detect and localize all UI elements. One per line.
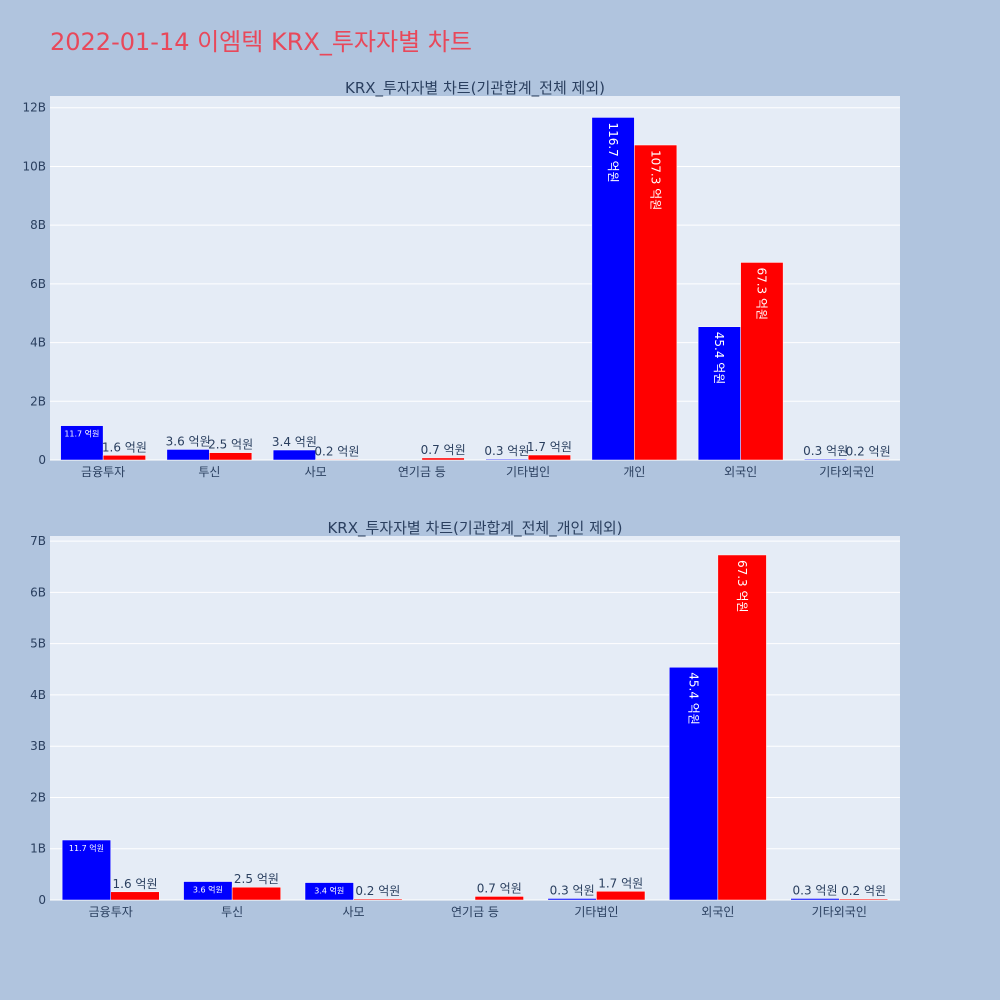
chart-2-ytick-label: 0 (38, 893, 46, 907)
chart-2-ytick-label: 2B (30, 790, 46, 804)
chart-2-data-label: 11.7 억원 (69, 843, 104, 853)
chart-1-data-label: 11.7 억원 (64, 429, 99, 439)
chart-1-ytick-label: 8B (30, 218, 46, 232)
chart-1-ytick-label: 4B (30, 336, 46, 350)
chart-2-xtick-label: 외국인 (701, 905, 734, 919)
chart-2-svg: KRX_투자자별 차트(기관합계_전체_개인 제외) 0 1B 2B 3B 4B 5B 6B 7… (30, 519, 900, 919)
chart-2-data-label: 2.5 억원 (234, 872, 279, 886)
chart-1-xtick-label: 외국인 (724, 465, 757, 479)
chart-2-data-label: 0.3 억원 (793, 883, 838, 897)
chart-2-bar-buy (304, 882, 354, 901)
chart-2-title: KRX_투자자별 차트(기관합계_전체_개인 제외) (327, 519, 622, 538)
chart-2-ytick-label: 3B (30, 739, 46, 753)
chart-2-bar-buy (790, 898, 840, 901)
chart-2-data-label: 3.6 억원 (193, 885, 223, 895)
chart-1-data-label: 2.5 억원 (208, 438, 253, 452)
chart-2-bar-sell (596, 891, 646, 901)
chart-2-ytick-label: 5B (30, 637, 46, 651)
chart-1-bar-buy (166, 449, 210, 461)
chart-1-bar-buy (804, 458, 848, 461)
chart-2-bar-buy (547, 898, 597, 901)
chart-2-data-label: 0.2 억원 (841, 884, 886, 898)
chart-1-bar-sell (740, 262, 784, 461)
chart-1-title: KRX_투자자별 차트(기관합계_전체 제외) (345, 79, 605, 98)
chart-2-data-label: 1.6 억원 (113, 877, 158, 891)
chart-1-xtick-label: 금융투자 (81, 465, 125, 479)
chart-1-xtick-label: 투신 (198, 465, 220, 479)
chart-1-ytick-label: 0 (38, 453, 46, 467)
chart-2-bar-sell (839, 898, 889, 901)
chart-1-ytick-label: 10B (22, 159, 46, 173)
chart-1-data-label: 0.2 억원 (314, 444, 359, 458)
chart-1-bar-buy (697, 326, 741, 461)
chart-individual-excluded: KRX_투자자별 차트(기관합계_전체_개인 제외) 0 1B 2B 3B 4B 5B 6B 7… (0, 510, 1000, 930)
chart-1-ytick-label: 2B (30, 394, 46, 408)
chart-1-bar-sell (209, 452, 253, 461)
chart-2-bar-sell (717, 554, 767, 901)
chart-2-bar-buy (61, 839, 111, 901)
chart-2-data-label: 45.4 억원 (686, 672, 700, 725)
chart-1-data-label: 1.7 억원 (527, 440, 572, 454)
chart-1-ytick-label: 6B (30, 277, 46, 291)
chart-1-data-label: 0.3 억원 (484, 444, 529, 458)
chart-1-bar-sell (421, 457, 465, 461)
chart-2-xtick-label: 사모 (343, 905, 365, 919)
chart-2-xtick-label: 금융투자 (89, 905, 133, 919)
chart-1-data-label: 107.3 억원 (648, 150, 662, 210)
chart-2-data-label: 3.4 억원 (314, 886, 344, 896)
chart-2-bar-sell (110, 891, 160, 901)
chart-1-data-label: 0.3 억원 (803, 444, 848, 458)
chart-1-bar-sell (846, 459, 890, 461)
chart-1-data-label: 67.3 억원 (755, 267, 769, 320)
chart-2-xtick-label: 기타외국인 (812, 905, 867, 919)
chart-1-bar-sell (527, 454, 571, 461)
chart-1-data-label: 0.2 억원 (846, 444, 891, 458)
chart-2-bar-sell (231, 886, 281, 901)
page-title: 2022-01-14 이엠텍 KRX_투자자별 차트 (50, 28, 472, 56)
chart-1-xtick-label: 개인 (623, 465, 645, 479)
chart-1-data-label: 1.6 억원 (102, 440, 147, 454)
chart-2-xtick-label: 연기금 등 (451, 905, 499, 919)
chart-2-bar-sell (353, 898, 403, 901)
chart-1-bar-sell (634, 144, 678, 461)
chart-1-xtick-label: 기타외국인 (819, 465, 874, 479)
chart-2-ytick-label: 6B (30, 585, 46, 599)
chart-1-data-label: 3.6 억원 (166, 434, 211, 448)
chart-2-bar-sell (474, 896, 524, 901)
chart-1-bar-sell (315, 459, 359, 461)
chart-1-xtick-label: 사모 (305, 465, 327, 479)
chart-2-xtick-label: 투신 (221, 905, 243, 919)
chart-2-ytick-label: 7B (30, 534, 46, 548)
chart-1-bar-buy (60, 425, 104, 461)
chart-1-bar-buy (485, 458, 529, 461)
chart-1-bar-sell (102, 455, 146, 461)
chart-1-data-label: 0.7 억원 (421, 443, 466, 457)
chart-2-data-label: 0.7 억원 (477, 881, 522, 895)
chart-1-bar-buy (591, 117, 635, 461)
chart-1-xtick-label: 연기금 등 (398, 465, 446, 479)
chart-2-bar-buy (669, 666, 719, 901)
chart-2-data-label: 0.3 억원 (550, 883, 595, 897)
chart-2-data-label: 67.3 억원 (735, 560, 749, 613)
chart-1-data-label: 45.4 억원 (712, 332, 726, 385)
chart-2-ytick-label: 4B (30, 688, 46, 702)
chart-institution-excluded: KRX_투자자별 차트(기관합계_전체 제외) 0 2B 4B 6B 8B 10B 12B 금융… (0, 70, 1000, 490)
chart-1-data-label: 116.7 억원 (606, 122, 620, 182)
chart-2-plot-area (50, 536, 900, 900)
chart-1-data-label: 3.4 억원 (272, 435, 317, 449)
chart-1-svg: KRX_투자자별 차트(기관합계_전체 제외) 0 2B 4B 6B 8B 10B 12B 금융… (22, 79, 900, 479)
chart-2-ytick-label: 1B (30, 842, 46, 856)
chart-1-ytick-label: 12B (22, 101, 46, 115)
chart-1-xtick-label: 기타법인 (506, 465, 550, 479)
chart-2-data-label: 0.2 억원 (355, 884, 400, 898)
chart-2-xtick-label: 기타법인 (574, 905, 618, 919)
chart-2-data-label: 1.7 억원 (598, 876, 643, 890)
chart-1-bar-buy (272, 449, 316, 461)
